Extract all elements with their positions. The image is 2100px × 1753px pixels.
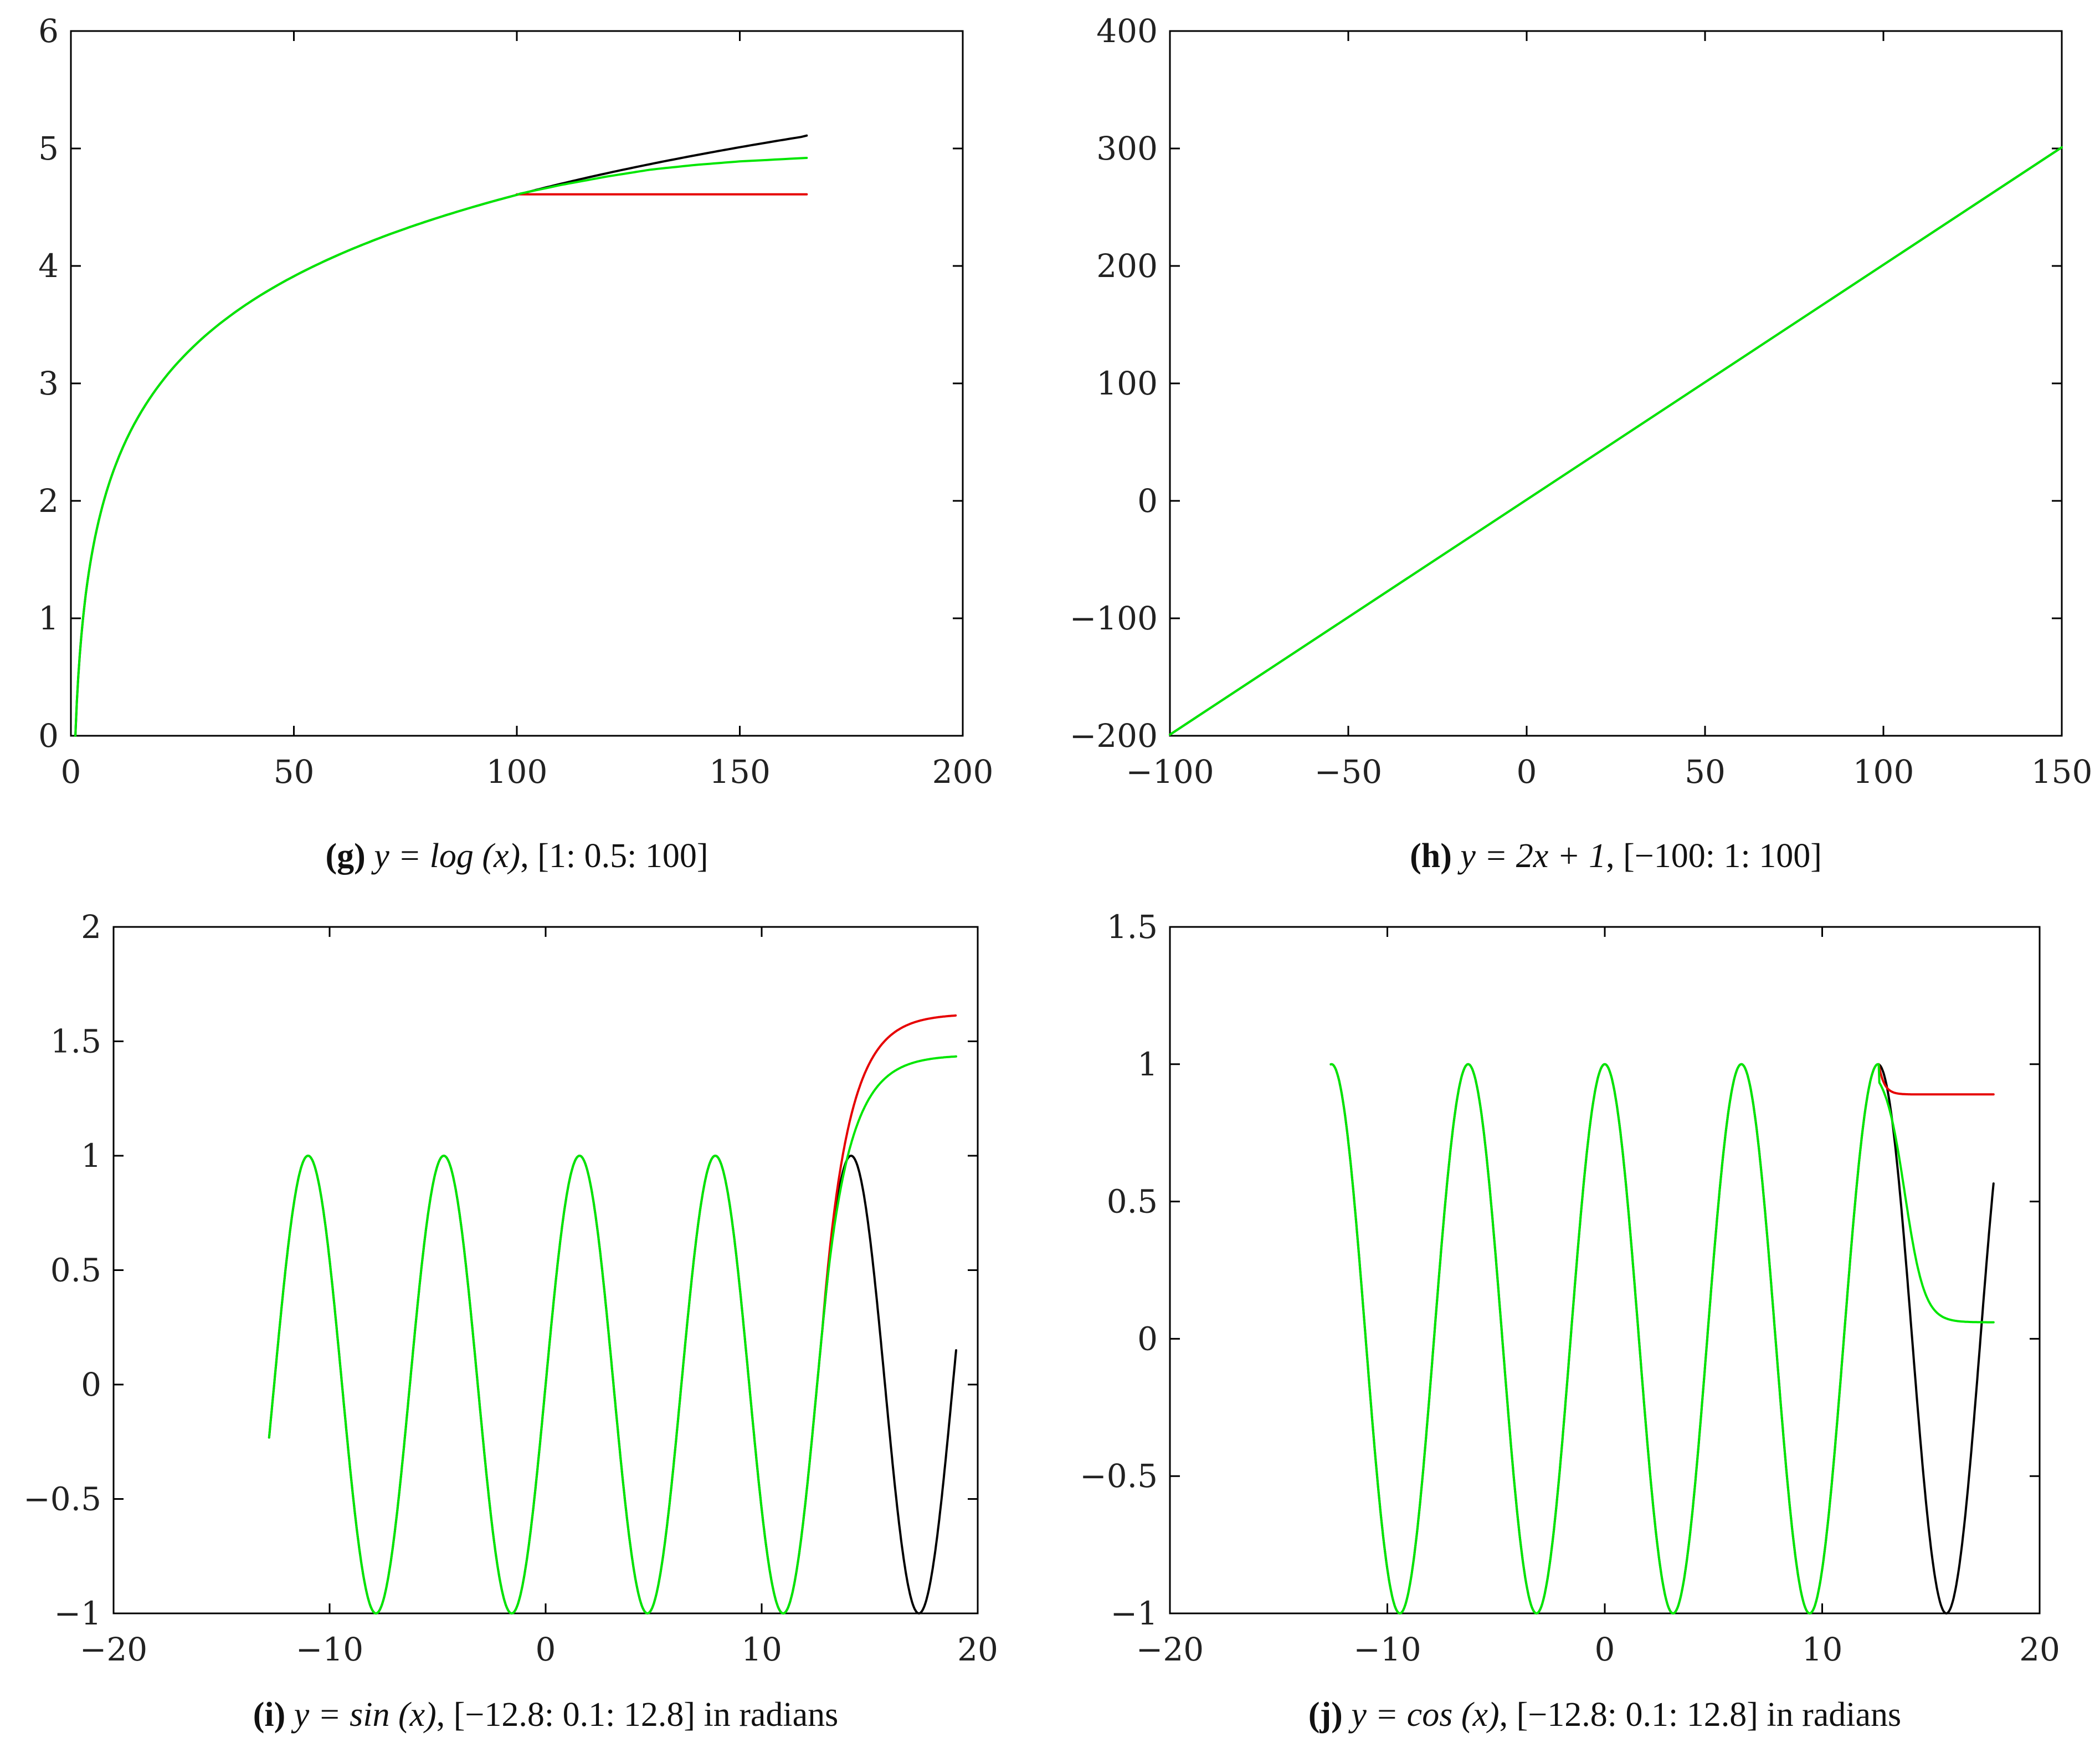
y-tick-label: −0.5 (1080, 1457, 1158, 1495)
caption-formula: y = cos (x) (1348, 1696, 1499, 1734)
chart-caption: (g) y = log (x), [1: 0.5: 100] (326, 837, 708, 875)
x-tick-label: 150 (2031, 753, 2093, 791)
x-tick-label: 20 (957, 1631, 998, 1668)
y-tick-label: 5 (38, 130, 59, 167)
x-tick-label: −10 (1353, 1631, 1421, 1668)
chart-caption: (h) y = 2x + 1, [−100: 1: 100] (1410, 837, 1822, 875)
series-green-prediction (74, 157, 808, 737)
x-tick-label: 50 (1685, 753, 1726, 791)
caption-formula: y = log (x) (371, 837, 520, 875)
y-tick-label: 6 (38, 12, 59, 50)
y-tick-label: 1 (1137, 1045, 1158, 1083)
x-tick-label: 0 (1517, 753, 1537, 791)
x-tick-label: −50 (1315, 753, 1382, 791)
series-red-extrapolation (821, 1014, 957, 1333)
series-green-prediction (1329, 1063, 1995, 1614)
y-tick-label: −0.5 (23, 1480, 101, 1518)
x-tick-label: −100 (1126, 753, 1214, 791)
series-green-prediction (1169, 146, 2063, 736)
caption-label: (j) (1308, 1696, 1351, 1734)
caption-label: (g) (326, 837, 374, 875)
caption-range: , [−100: 1: 100] (1606, 837, 1822, 875)
y-tick-label: 400 (1096, 12, 1158, 50)
y-tick-label: 1.5 (50, 1023, 101, 1060)
y-tick-label: 0 (81, 1366, 101, 1403)
y-tick-label: 0.5 (1107, 1183, 1158, 1221)
series-true-function (1329, 1063, 1995, 1614)
y-tick-label: −200 (1070, 717, 1158, 755)
y-tick-label: 0 (1137, 1320, 1158, 1357)
caption-range: , [1: 0.5: 100] (520, 837, 708, 875)
y-tick-label: 300 (1096, 130, 1158, 167)
caption-suffix: in radians (1758, 1696, 1901, 1734)
caption-suffix: in radians (695, 1696, 838, 1734)
chart-caption: (j) y = cos (x), [−12.8: 0.1: 12.8] in r… (1308, 1696, 1901, 1734)
x-tick-label: 0 (61, 753, 81, 791)
x-tick-label: −20 (80, 1631, 147, 1668)
x-tick-label: 20 (2019, 1631, 2060, 1668)
axes-frame (70, 30, 964, 737)
y-tick-label: 100 (1096, 365, 1158, 402)
x-tick-label: 200 (932, 753, 994, 791)
chart-h: −100 −50 0 50 100 150−200−1000100200300400(h)… (1070, 12, 2093, 875)
x-tick-label: 100 (1853, 753, 1914, 791)
axes-frame (112, 926, 979, 1614)
series-true-function (74, 134, 808, 737)
chart-g: 0 50 100 150 200 0 1 2 3 4 5 6 (g) y = log (x), [1: … (38, 12, 993, 875)
y-tick-label: 200 (1096, 247, 1158, 285)
y-tick-label: 1 (81, 1137, 101, 1175)
y-tick-label: 3 (38, 365, 59, 402)
x-tick-label: 0 (536, 1631, 556, 1668)
y-tick-label: −1 (54, 1595, 102, 1632)
y-tick-label: 1 (38, 599, 59, 637)
x-tick-label: 0 (1595, 1631, 1615, 1668)
axes-frame (1169, 926, 2041, 1614)
axes-frame (1169, 30, 2063, 737)
x-tick-label: 10 (1802, 1631, 1843, 1668)
x-tick-label: 10 (741, 1631, 782, 1668)
y-tick-label: 4 (38, 247, 59, 285)
caption-range: , [−12.8: 0.1: 12.8] (437, 1696, 695, 1734)
y-tick-label: −1 (1111, 1595, 1158, 1632)
y-tick-label: 0.5 (50, 1252, 101, 1289)
x-tick-label: 100 (486, 753, 548, 791)
x-tick-label: −20 (1136, 1631, 1204, 1668)
caption-formula: y = sin (x) (291, 1696, 437, 1734)
series-green-prediction (268, 1055, 957, 1614)
x-tick-label: 150 (709, 753, 771, 791)
caption-label: (h) (1410, 837, 1460, 875)
y-tick-label: −100 (1070, 599, 1158, 637)
x-tick-label: 50 (274, 753, 315, 791)
y-tick-label: 1.5 (1107, 908, 1158, 946)
y-tick-label: 2 (81, 908, 101, 946)
chart-caption: (i) y = sin (x), [−12.8: 0.1: 12.8] in r… (253, 1696, 839, 1734)
series-red-extrapolation (1877, 1063, 1995, 1096)
chart-j: −20 −10 0 10 20 −1 −0.5 0 0.5 1 1.5 (j) y = cos (x)… (1080, 908, 2060, 1734)
y-tick-label: 2 (38, 482, 59, 520)
y-tick-label: 0 (38, 717, 59, 755)
chart-i: −20 −10 0 10 20 −1 −0.5 0 0.5 1 1.5 2 (i) y = sin (x… (23, 908, 998, 1734)
x-tick-label: −10 (296, 1631, 363, 1668)
caption-label: (i) (253, 1696, 294, 1734)
caption-formula: y = 2x + 1 (1457, 837, 1606, 875)
caption-range: , [−12.8: 0.1: 12.8] (1500, 1696, 1758, 1734)
y-tick-label: 0 (1137, 482, 1158, 520)
